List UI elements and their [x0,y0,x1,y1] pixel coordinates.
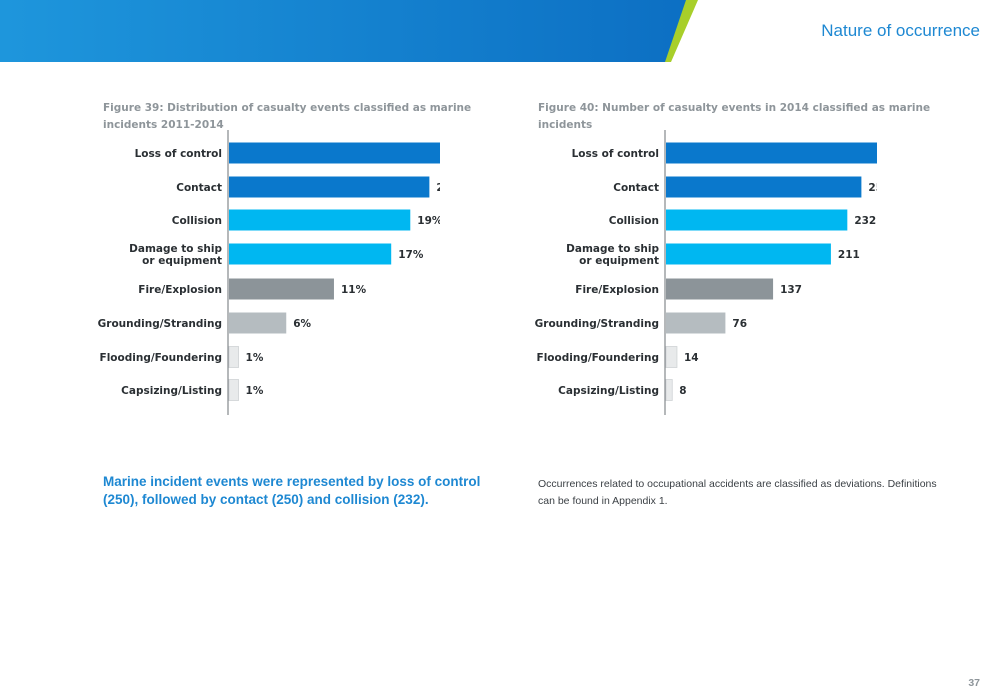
value-label: 21% [436,182,440,194]
bar [228,379,239,401]
category-label: Grounding/Stranding [535,318,659,330]
value-label: 1% [246,352,264,364]
bar [666,243,831,265]
bar [229,209,411,231]
figure-40-title: Figure 40: Number of casualty events in … [538,102,931,131]
category-label: Contact [176,182,222,194]
banner-green-stripe [665,0,698,62]
value-label: 76 [732,318,747,330]
banner-blue-band [0,0,692,62]
note-text: Occurrences related to occupational acci… [538,478,937,507]
figure-39-chart: Loss of control24%Contact21%Collision19%… [0,128,440,418]
category-label: Loss of control [572,148,659,160]
category-label: Capsizing/Listing [121,385,222,397]
value-label: 14 [684,352,699,364]
page-number: 37 [968,677,980,689]
value-label: 232 [854,215,876,227]
category-label: Collision [172,215,222,227]
bar [666,176,862,198]
bar [229,176,430,198]
value-label: 19% [417,215,440,227]
category-label: Fire/Explosion [138,284,222,296]
bar [228,346,239,368]
section-title: Nature of occurrence [821,21,980,40]
value-label: 17% [398,249,424,261]
bar [665,346,678,368]
category-label: Fire/Explosion [575,284,659,296]
category-label: Grounding/Stranding [98,318,222,330]
header-banner [0,0,698,62]
summary-text: Marine incident events were represented … [103,474,481,507]
category-label: Loss of control [135,148,222,160]
bar [229,278,334,300]
value-label: 211 [838,249,860,261]
bar [229,243,392,265]
bar [666,278,774,300]
bar [666,209,848,231]
bar [229,142,440,164]
chart-fig40-svg: Loss of control293Contact250Collision232… [535,130,877,415]
value-label: 6% [293,318,311,330]
category-label: Flooding/Foundering [100,352,222,364]
bar [666,312,726,334]
bar [666,142,877,164]
category-label: Capsizing/Listing [558,385,659,397]
value-label: 250 [868,182,877,194]
value-label: 11% [341,284,367,296]
bar [229,312,287,334]
value-label: 8 [679,385,686,397]
value-label: 1% [246,385,264,397]
chart-fig39-svg: Loss of control24%Contact21%Collision19%… [98,130,440,415]
bar [665,379,673,401]
category-label: Collision [609,215,659,227]
category-label: Damage to ship or equipment [566,243,659,267]
category-label: Damage to ship or equipment [129,243,222,267]
category-label: Contact [613,182,659,194]
figure-40-chart: Loss of control293Contact250Collision232… [437,128,877,418]
figure-39-title: Figure 39: Distribution of casualty even… [103,102,472,131]
value-label: 137 [780,284,802,296]
category-label: Flooding/Foundering [537,352,659,364]
